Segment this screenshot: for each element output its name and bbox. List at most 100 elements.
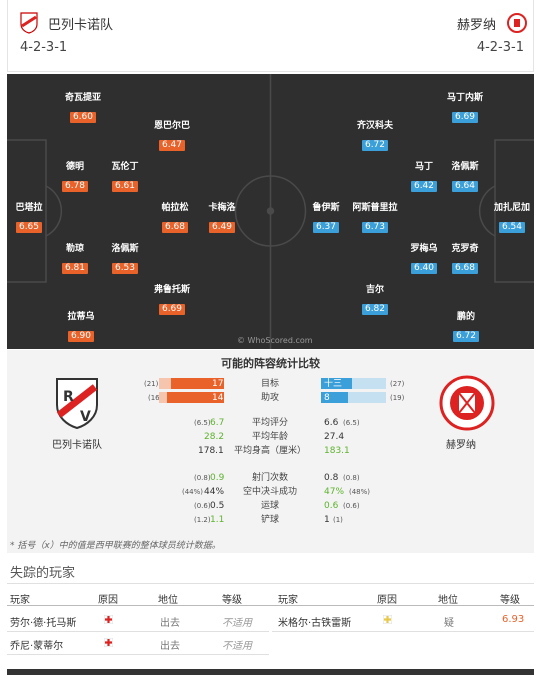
home-tackles-league: (1.2)	[194, 516, 211, 524]
player-rating: 6.49	[208, 222, 236, 233]
home-aerial: 44%	[204, 487, 225, 497]
away-team-name[interactable]: 赫罗纳	[456, 18, 496, 33]
home-goals-bar-bg	[159, 378, 224, 389]
home-player[interactable]: 拉蒂乌 6.90	[46, 311, 116, 342]
shots-label: 射门次数	[251, 473, 288, 483]
away-goals-value: 十三	[324, 379, 343, 389]
player-rating: 6.64	[451, 181, 479, 192]
away-avg-age: 27.4	[324, 432, 345, 442]
col-player: 玩家	[10, 595, 30, 606]
col-grade: 等级	[222, 595, 242, 606]
away-avg-rating: 6.6	[324, 418, 339, 428]
home-player[interactable]: 恩巴尔巴 6.47	[137, 120, 207, 151]
player-name: 阿斯普里拉	[352, 203, 398, 213]
missing-player-name[interactable]: 乔尼·蒙蒂尔	[10, 641, 64, 652]
player-rating: 6.72	[452, 331, 480, 342]
away-shots-league: (0.8)	[343, 474, 360, 482]
away-dribbles-league: (0.6)	[343, 502, 360, 510]
missing-players-title: 失踪的玩家	[10, 566, 76, 581]
home-goals-bar	[171, 378, 224, 389]
player-name: 鲁伊斯	[312, 203, 340, 213]
player-name: 德明	[65, 162, 84, 172]
away-player[interactable]: 马丁内斯 6.69	[430, 92, 500, 123]
missing-status: 出去	[160, 641, 180, 652]
home-team-label: 巴列卡诺队	[52, 440, 102, 451]
avg-height-label: 平均身高（厘米）	[233, 446, 306, 456]
player-rating: 6.68	[161, 222, 189, 233]
assists-label: 助攻	[260, 393, 279, 403]
home-aerial-league: (44%)	[182, 488, 204, 496]
home-assists-bar-bg	[159, 392, 224, 403]
missing-grade: 不适用	[222, 641, 252, 652]
player-name: 弗鲁托斯	[153, 285, 190, 295]
home-goals-value: 17	[212, 379, 224, 389]
home-player[interactable]: 勒琼 6.81	[40, 243, 110, 274]
player-name: 巴塔拉	[15, 203, 43, 213]
home-player[interactable]: 帕拉松 6.68	[140, 202, 210, 233]
home-rating-league: (6.5)	[194, 419, 211, 427]
away-player[interactable]: 齐汉科夫 6.72	[340, 120, 410, 151]
away-avg-height: 183.1	[324, 446, 350, 456]
player-rating: 6.72	[361, 140, 389, 151]
away-player[interactable]: 加扎尼加 6.54	[477, 202, 534, 233]
home-player[interactable]: 洛佩斯 6.53	[90, 243, 160, 274]
home-player[interactable]: 瓦伦丁 6.61	[90, 161, 160, 192]
player-name: 罗梅乌	[410, 244, 438, 254]
away-player[interactable]: 鲁伊斯 6.37	[291, 202, 361, 233]
away-shots: 0.8	[324, 473, 339, 483]
divider	[7, 654, 269, 655]
missing-player-name[interactable]: 劳尔·德·托马斯	[10, 618, 77, 629]
col-status: 地位	[438, 595, 458, 606]
away-player[interactable]: 鹏的 6.72	[431, 311, 501, 342]
player-name: 瓦伦丁	[111, 162, 139, 172]
away-goals-league: (27)	[390, 380, 405, 388]
missing-status: 疑	[444, 618, 454, 629]
away-player[interactable]: 马丁 6.42	[389, 161, 459, 192]
player-rating: 6.65	[15, 222, 43, 233]
missing-player-name[interactable]: 米格尔·古铁雷斯	[278, 618, 352, 629]
away-goals-bar-bg	[321, 378, 386, 389]
player-name: 洛佩斯	[111, 244, 139, 254]
goals-label: 目标	[260, 379, 279, 389]
away-tackles: 1	[324, 515, 330, 525]
away-player[interactable]: 吉尔 6.82	[340, 284, 410, 315]
dribbles-label: 运球	[260, 501, 279, 511]
player-rating: 6.69	[451, 112, 479, 123]
away-dribbles: 0.6	[324, 501, 339, 511]
home-player[interactable]: 弗鲁托斯 6.69	[137, 284, 207, 315]
pitch: 奇瓦提亚 6.60 德明 6.78 巴塔拉 6.65 勒琼 6.81 拉蒂乌 6.90 瓦…	[7, 74, 534, 349]
aerial-label: 空中决斗成功	[242, 487, 297, 497]
player-name: 鹏的	[456, 312, 475, 322]
rayo-crest-icon: R V	[56, 378, 98, 430]
away-player[interactable]: 阿斯普里拉 6.73	[340, 202, 410, 233]
away-player[interactable]: 克罗奇 6.68	[430, 243, 500, 274]
player-rating: 6.73	[361, 222, 389, 233]
away-player[interactable]: 洛佩斯 6.64	[430, 161, 500, 192]
col-player: 玩家	[278, 595, 298, 606]
lineup-stats-comparison: 可能的阵容统计比较 R V 巴列卡诺队 赫罗纳 (21) 17 目标 十三 (2…	[7, 350, 534, 553]
home-player[interactable]: 奇瓦提亚 6.60	[48, 92, 118, 123]
away-player[interactable]: 罗梅乌 6.40	[389, 243, 459, 274]
player-rating: 6.82	[361, 304, 389, 315]
away-formation: 4-2-3-1	[476, 40, 524, 55]
home-player[interactable]: 巴塔拉 6.65	[7, 202, 64, 233]
missing-grade: 不适用	[222, 618, 252, 629]
pitch-lines	[7, 74, 534, 349]
player-rating: 6.60	[69, 112, 97, 123]
player-name: 卡梅洛	[208, 203, 236, 213]
missing-status: 出去	[160, 618, 180, 629]
player-name: 吉尔	[365, 285, 384, 295]
away-assists-bar	[321, 392, 349, 403]
away-team-label: 赫罗纳	[446, 440, 476, 451]
home-team-name[interactable]: 巴列卡诺队	[48, 18, 114, 33]
home-dribbles-league: (0.6)	[194, 502, 211, 510]
player-name: 马丁	[414, 162, 433, 172]
svg-text:V: V	[80, 409, 91, 425]
svg-text:R: R	[63, 389, 74, 405]
away-tackles-league: (1)	[333, 516, 343, 524]
injury-icon	[104, 638, 113, 647]
divider	[7, 583, 534, 584]
col-status: 地位	[158, 595, 178, 606]
home-player[interactable]: 德明 6.78	[40, 161, 110, 192]
home-player[interactable]: 卡梅洛 6.49	[187, 202, 257, 233]
